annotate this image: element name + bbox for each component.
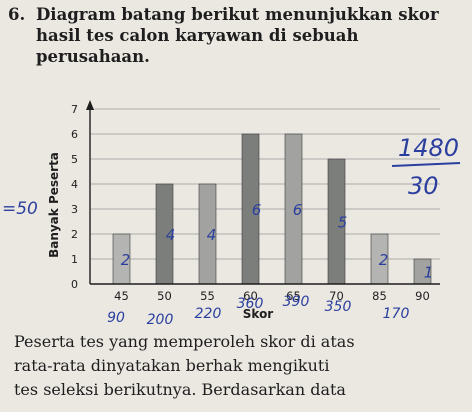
x-axis-label: Skor: [243, 307, 274, 321]
question: 6. Diagram batang berikut menunjukkan sk…: [8, 4, 464, 67]
handwritten-product: 390: [283, 294, 310, 310]
handwritten-product: 90: [107, 310, 125, 326]
y-tick-label: 2: [71, 228, 78, 241]
handwritten-products: 90 200 220 360 390 350 170: [107, 294, 409, 328]
handwritten-bar-note: 6: [293, 201, 303, 219]
x-tick-label: 45: [114, 289, 129, 303]
question-text: Diagram batang berikut menunjukkan skor …: [36, 5, 439, 66]
x-tick-label: 90: [415, 289, 430, 303]
handwritten-fraction: 1480 30: [391, 134, 461, 200]
handwritten-bar-notes: 2 4 4 6 6 5 2 1: [121, 201, 434, 282]
x-tick-label: 60: [243, 289, 258, 303]
question-number: 6.: [8, 5, 26, 24]
x-ticks: 45 50 55 60 65 70 85 90: [114, 289, 430, 303]
fraction-bar: [391, 162, 461, 167]
x-tick-label: 85: [372, 289, 387, 303]
fraction-numerator: 1480: [398, 134, 459, 162]
x-tick-label: 70: [329, 289, 344, 303]
x-tick-label: 55: [200, 289, 215, 303]
handwritten-bar-note: 4: [207, 226, 217, 244]
y-tick-label: 6: [71, 128, 78, 141]
handwritten-bar-note: 2: [121, 251, 131, 269]
footer-line-2: rata-rata dinyatakan berhak mengikuti: [14, 356, 330, 375]
handwritten-bar-note: 2: [379, 251, 389, 269]
y-axis-arrow: [86, 100, 94, 110]
y-ticks: 0 1 2 3 4 5 6 7: [71, 103, 78, 291]
y-tick-label: 0: [71, 278, 78, 291]
handwritten-bar-note: 4: [166, 226, 176, 244]
y-tick-label: 5: [71, 153, 78, 166]
y-tick-label: 1: [71, 253, 78, 266]
footer-line-1: Peserta tes yang memperoleh skor di atas: [14, 332, 355, 351]
handwritten-bar-note: 6: [252, 201, 262, 219]
handwritten-product: 200: [147, 312, 174, 328]
bars: [112, 133, 432, 285]
y-tick-label: 3: [71, 203, 78, 216]
fraction-denominator: 30: [408, 172, 439, 200]
handwritten-product: 350: [325, 299, 352, 315]
handwritten-bar-note: 1: [424, 264, 434, 282]
x-tick-label: 65: [286, 289, 301, 303]
axes: [86, 100, 440, 285]
footer-line-3: tes seleksi berikutnya. Berdasarkan data: [14, 380, 346, 399]
handwritten-bar-note: 5: [338, 214, 348, 232]
handwritten-product: 170: [383, 306, 410, 322]
question-footer: Peserta tes yang memperoleh skor di atas…: [14, 330, 466, 402]
handwritten-left-note: =50: [2, 199, 38, 219]
x-tick-label: 50: [157, 289, 172, 303]
handwritten-product: 220: [195, 306, 222, 322]
handwritten-product: 360: [237, 296, 264, 312]
y-axis-label: Banyak Peserta: [47, 152, 61, 258]
y-tick-label: 7: [71, 103, 78, 116]
y-tick-label: 4: [71, 178, 78, 191]
